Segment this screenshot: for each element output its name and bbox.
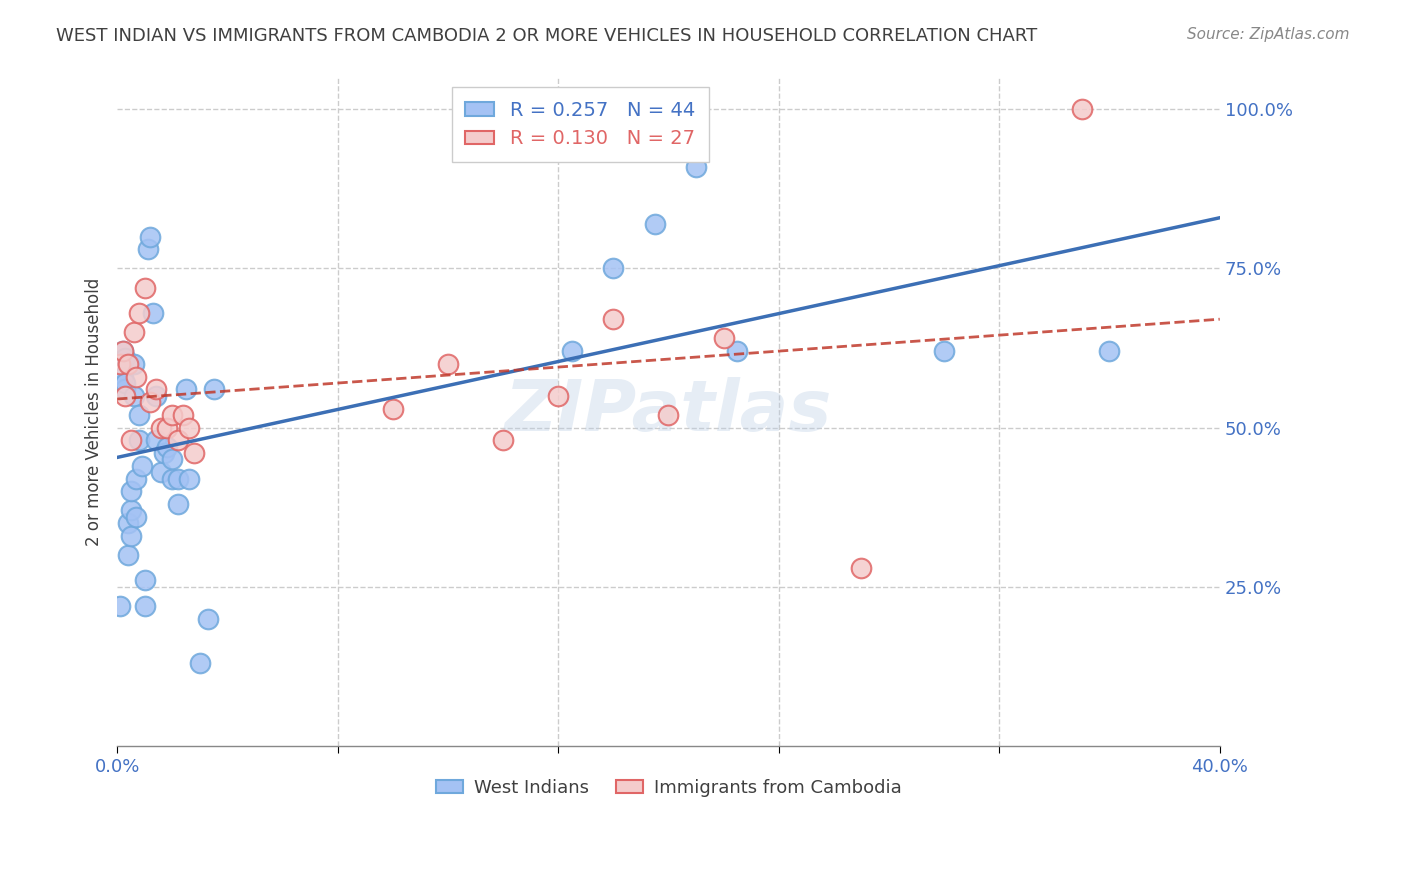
Point bbox=[188, 657, 211, 671]
Point bbox=[197, 612, 219, 626]
Point bbox=[125, 472, 148, 486]
Point bbox=[134, 280, 156, 294]
Point bbox=[117, 516, 139, 530]
Point bbox=[437, 357, 460, 371]
Point bbox=[139, 229, 162, 244]
Point bbox=[114, 389, 136, 403]
Point bbox=[150, 420, 173, 434]
Point bbox=[644, 217, 666, 231]
Point bbox=[547, 389, 569, 403]
Text: WEST INDIAN VS IMMIGRANTS FROM CAMBODIA 2 OR MORE VEHICLES IN HOUSEHOLD CORRELAT: WEST INDIAN VS IMMIGRANTS FROM CAMBODIA … bbox=[56, 27, 1038, 45]
Point bbox=[153, 446, 176, 460]
Point bbox=[139, 395, 162, 409]
Point bbox=[120, 529, 142, 543]
Point bbox=[183, 446, 205, 460]
Point bbox=[177, 472, 200, 486]
Point bbox=[162, 472, 184, 486]
Point bbox=[120, 503, 142, 517]
Point bbox=[134, 599, 156, 613]
Point bbox=[142, 306, 165, 320]
Point bbox=[117, 357, 139, 371]
Point bbox=[602, 312, 624, 326]
Text: ZIPatlas: ZIPatlas bbox=[505, 377, 832, 446]
Point bbox=[685, 160, 707, 174]
Point bbox=[177, 420, 200, 434]
Point bbox=[131, 458, 153, 473]
Point bbox=[120, 484, 142, 499]
Point bbox=[145, 383, 167, 397]
Point bbox=[134, 574, 156, 588]
Point bbox=[174, 383, 197, 397]
Y-axis label: 2 or more Vehicles in Household: 2 or more Vehicles in Household bbox=[86, 277, 103, 546]
Point bbox=[128, 306, 150, 320]
Legend: West Indians, Immigrants from Cambodia: West Indians, Immigrants from Cambodia bbox=[429, 772, 908, 804]
Point bbox=[381, 401, 404, 416]
Point bbox=[932, 344, 955, 359]
Point bbox=[150, 465, 173, 479]
Point bbox=[128, 408, 150, 422]
Point bbox=[125, 369, 148, 384]
Point bbox=[602, 261, 624, 276]
Point bbox=[145, 389, 167, 403]
Point bbox=[156, 440, 179, 454]
Point bbox=[1098, 344, 1121, 359]
Point bbox=[136, 243, 159, 257]
Point bbox=[725, 344, 748, 359]
Point bbox=[117, 548, 139, 562]
Point bbox=[162, 452, 184, 467]
Point bbox=[162, 408, 184, 422]
Point bbox=[202, 383, 225, 397]
Point bbox=[120, 434, 142, 448]
Point bbox=[125, 509, 148, 524]
Point bbox=[1070, 103, 1092, 117]
Point bbox=[851, 560, 873, 574]
Point bbox=[657, 408, 679, 422]
Point bbox=[145, 434, 167, 448]
Point bbox=[108, 599, 131, 613]
Point bbox=[166, 434, 188, 448]
Point bbox=[114, 383, 136, 397]
Point bbox=[114, 351, 136, 365]
Point bbox=[561, 344, 583, 359]
Point bbox=[166, 497, 188, 511]
Point bbox=[122, 325, 145, 339]
Text: Source: ZipAtlas.com: Source: ZipAtlas.com bbox=[1187, 27, 1350, 42]
Point bbox=[713, 331, 735, 345]
Point bbox=[111, 369, 134, 384]
Point bbox=[122, 357, 145, 371]
Point bbox=[114, 376, 136, 390]
Point bbox=[111, 344, 134, 359]
Point bbox=[492, 434, 515, 448]
Point bbox=[122, 389, 145, 403]
Point bbox=[111, 344, 134, 359]
Point bbox=[166, 472, 188, 486]
Point bbox=[156, 420, 179, 434]
Point bbox=[108, 357, 131, 371]
Point bbox=[128, 434, 150, 448]
Point bbox=[172, 408, 194, 422]
